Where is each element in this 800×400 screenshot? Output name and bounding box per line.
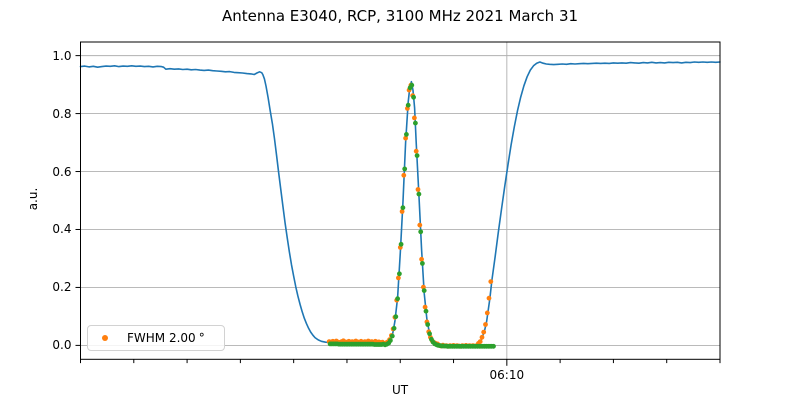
- legend-degree-symbol: °: [198, 331, 205, 345]
- legend-marker-icon: [102, 335, 108, 341]
- data-point: [397, 271, 402, 277]
- data-point: [413, 120, 418, 126]
- data-point: [486, 295, 492, 301]
- data-point: [391, 325, 397, 331]
- data-point: [477, 339, 483, 344]
- data-point: [479, 334, 485, 340]
- data-point: [423, 308, 429, 314]
- data-point: [402, 166, 408, 172]
- data-point: [484, 310, 490, 316]
- y-tick-label: 0.0: [52, 338, 72, 353]
- data-point: [418, 229, 424, 235]
- data-point: [413, 148, 419, 154]
- data-point: [491, 343, 496, 349]
- data-point: [389, 333, 395, 339]
- y-tick-label: 0.4: [52, 222, 72, 237]
- axes-frame: [80, 41, 721, 360]
- y-tick-label: 0.8: [52, 106, 72, 121]
- data-point: [416, 191, 422, 197]
- data-point: [414, 153, 420, 159]
- data-point: [417, 222, 423, 228]
- data-point: [396, 275, 401, 281]
- data-point: [481, 329, 487, 335]
- data-point: [483, 322, 488, 327]
- data-point: [405, 102, 411, 108]
- data-point: [401, 172, 407, 178]
- data-point: [427, 331, 432, 337]
- data-point: [395, 296, 400, 302]
- data-point: [388, 338, 393, 343]
- chart-title: Antenna E3040, RCP, 3100 MHz 2021 March …: [221, 7, 579, 25]
- data-point: [412, 115, 417, 121]
- data-point: [398, 241, 404, 247]
- gaussian-fit-green: [327, 82, 496, 349]
- y-tick-label: 1.0: [52, 48, 72, 63]
- data-point: [488, 279, 494, 284]
- data-point: [399, 209, 405, 214]
- data-point: [419, 256, 424, 262]
- data-point: [422, 304, 428, 310]
- antenna-signal-line: [79, 61, 721, 348]
- data-point: [411, 94, 416, 100]
- data-point: [409, 82, 415, 88]
- legend-label: FWHM 2.00: [127, 331, 196, 345]
- scan-samples-orange: [326, 82, 494, 349]
- data-point: [425, 322, 431, 327]
- x-tick-label: 06:10: [489, 368, 525, 383]
- data-point: [403, 135, 408, 141]
- data-point: [404, 132, 409, 137]
- data-point: [415, 187, 421, 192]
- legend: FWHM 2.00 °: [87, 325, 225, 351]
- data-point: [393, 314, 399, 320]
- y-tick-label: 0.6: [52, 164, 72, 179]
- y-tick-label: 0.2: [52, 280, 72, 295]
- x-axis-label: UT: [391, 383, 409, 397]
- data-point: [421, 288, 427, 293]
- data-point: [400, 205, 406, 211]
- data-point: [420, 261, 425, 266]
